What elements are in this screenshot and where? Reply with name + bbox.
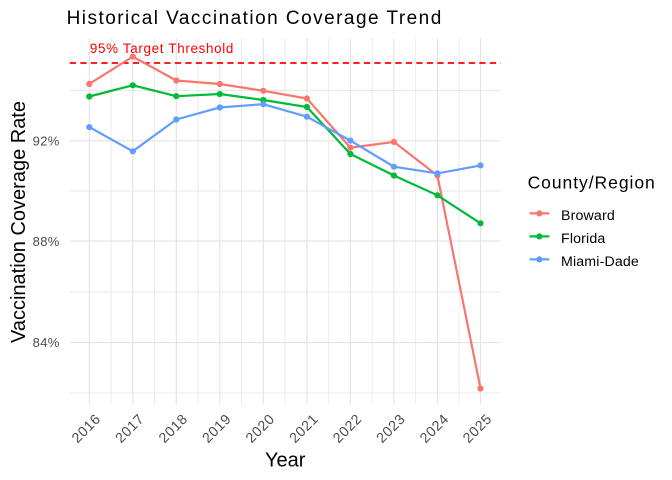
- svg-text:Vaccination Coverage Rate: Vaccination Coverage Rate: [8, 101, 30, 343]
- svg-text:92%: 92%: [33, 134, 60, 149]
- svg-text:Broward: Broward: [561, 208, 615, 224]
- svg-text:Florida: Florida: [561, 231, 605, 247]
- svg-text:88%: 88%: [33, 234, 60, 249]
- svg-text:84%: 84%: [33, 335, 60, 350]
- svg-text:Miami-Dade: Miami-Dade: [561, 254, 639, 270]
- svg-text:95% Target Threshold: 95% Target Threshold: [90, 41, 234, 56]
- svg-text:Year: Year: [265, 450, 306, 472]
- svg-text:County/Region: County/Region: [528, 172, 656, 192]
- svg-text:Historical Vaccination Coverag: Historical Vaccination Coverage Trend: [67, 8, 443, 29]
